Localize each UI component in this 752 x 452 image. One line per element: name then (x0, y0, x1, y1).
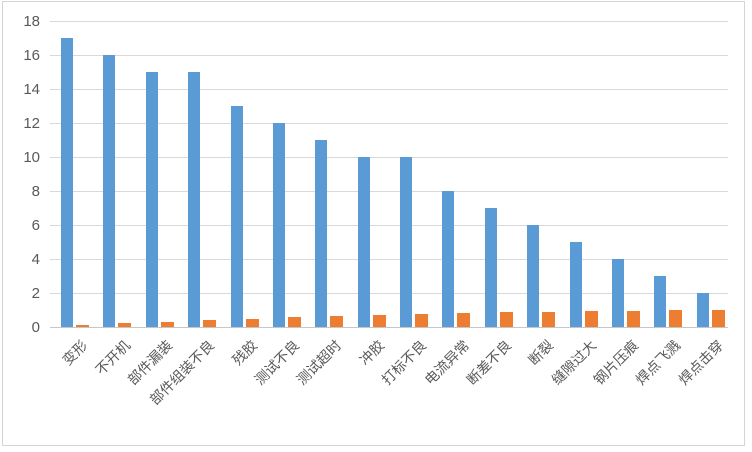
bar-cumulative-ratio (626, 310, 640, 327)
bar-cumulative-ratio (372, 314, 386, 327)
x-axis-category-label: 焊点击穿 (675, 337, 727, 388)
gridline (50, 21, 728, 22)
bar-defect-count (61, 38, 73, 327)
bar-defect-count (145, 72, 158, 327)
x-axis-category-label: 变形 (59, 337, 91, 369)
bar-cumulative-ratio (245, 318, 259, 327)
bar-cumulative-ratio (499, 312, 513, 327)
bar-defect-count (527, 225, 540, 327)
y-axis-tick-label: 18 (23, 13, 40, 30)
gridline (50, 259, 728, 260)
gridline (50, 191, 728, 192)
bar-cumulative-ratio (118, 323, 132, 327)
x-axis-category-label: 钢片压痕 (590, 337, 642, 388)
bar-cumulative-ratio (160, 321, 174, 327)
y-axis-tick-label: 14 (23, 81, 40, 98)
x-axis-category-label: 断差不良 (463, 337, 515, 388)
gridline (50, 89, 728, 90)
bar-defect-count (357, 157, 370, 327)
bar-cumulative-ratio (415, 313, 428, 327)
bar-cumulative-ratio (542, 311, 556, 327)
bar-defect-count (230, 106, 243, 327)
gridline (50, 293, 728, 294)
bar-defect-count (696, 293, 709, 327)
bar-cumulative-ratio (711, 310, 725, 327)
bar-cumulative-ratio (203, 320, 217, 327)
bar-cumulative-ratio (287, 317, 301, 327)
gridline (50, 55, 728, 56)
x-axis-category-label: 打标不良 (378, 337, 430, 388)
bar-cumulative-ratio (584, 311, 598, 327)
bar-defect-count (442, 191, 455, 327)
y-axis-tick-label: 10 (23, 149, 40, 166)
bar-cumulative-ratio (330, 316, 344, 327)
y-axis-tick-label: 12 (23, 115, 40, 132)
x-axis-category-label: 缝隙过大 (548, 337, 600, 388)
gridline (50, 225, 728, 226)
bar-defect-count (569, 242, 582, 327)
x-axis-category-label: 测试不良 (251, 337, 303, 388)
gridline (50, 157, 728, 158)
y-axis-tick-label: 16 (23, 47, 40, 64)
x-axis-category-label: 残胶 (228, 337, 261, 369)
bar-defect-count (484, 208, 497, 327)
bar-defect-count (315, 140, 328, 327)
bar-defect-count (188, 72, 201, 327)
bar-defect-count (272, 123, 285, 327)
x-axis-category-label: 冲胶 (356, 337, 388, 369)
bar-cumulative-ratio (457, 313, 471, 327)
chart-frame (2, 1, 745, 446)
x-axis-line (50, 327, 728, 328)
bar-defect-count (654, 276, 667, 327)
y-axis-tick-label: 2 (31, 285, 40, 302)
y-axis-tick-label: 8 (31, 183, 40, 200)
bar-defect-count (400, 157, 412, 327)
x-axis-category-label: 不开机 (91, 337, 133, 379)
y-axis-tick-label: 0 (31, 319, 40, 336)
x-axis-category-label: 电流异常 (420, 337, 472, 388)
x-axis-category-label: 测试超时 (293, 337, 345, 388)
x-axis-category-label: 焊点飞溅 (632, 337, 684, 388)
bar-cumulative-ratio (76, 325, 89, 327)
bar-defect-count (103, 55, 116, 327)
y-axis-tick-label: 6 (31, 217, 40, 234)
y-axis-tick-label: 4 (31, 251, 40, 268)
bar-cumulative-ratio (669, 310, 683, 327)
x-axis-category-label: 断裂 (525, 337, 557, 369)
gridline (50, 123, 728, 124)
bar-defect-count (611, 259, 624, 327)
